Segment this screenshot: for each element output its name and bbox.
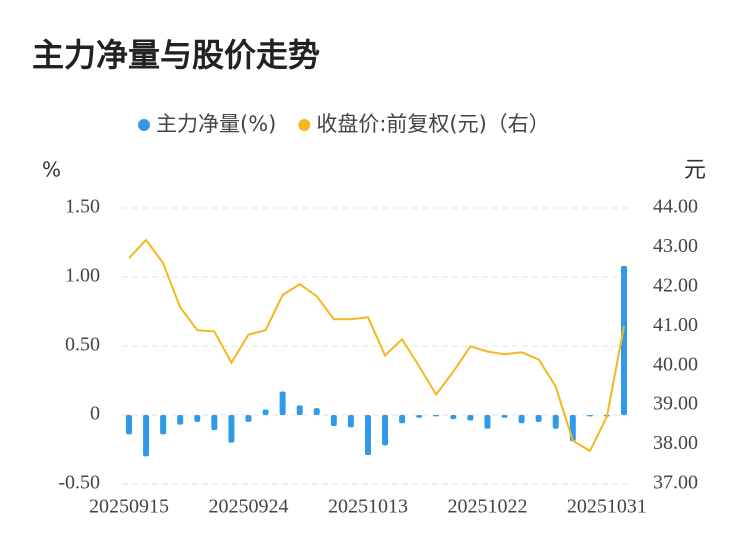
bar	[501, 415, 508, 418]
y2-tick-label: 44.00	[653, 196, 698, 218]
y2-tick-label: 43.00	[653, 235, 698, 257]
bar	[552, 415, 559, 429]
y2-tick-label: 37.00	[653, 472, 698, 494]
bar	[467, 415, 474, 421]
legend-marker	[138, 119, 150, 131]
y-tick-label: 1.50	[65, 196, 100, 218]
bar	[382, 415, 389, 446]
bar	[194, 415, 201, 422]
x-tick-label: 20251031	[567, 496, 647, 518]
y2-tick-label: 42.00	[653, 274, 698, 296]
bar	[262, 409, 269, 415]
bar	[535, 415, 542, 422]
bar	[364, 415, 371, 456]
bar	[586, 415, 593, 417]
bar	[433, 415, 440, 417]
bar	[450, 415, 457, 420]
bar	[621, 265, 627, 415]
bar	[143, 415, 150, 457]
bar	[228, 415, 235, 443]
price-line	[128, 238, 625, 453]
bar	[347, 415, 354, 428]
bar	[211, 415, 218, 431]
legend-label: 收盘价:前复权(元)（右）	[316, 112, 549, 136]
y-tick-label: 0.50	[65, 334, 100, 356]
y2-tick-label: 40.00	[653, 353, 698, 375]
bar	[279, 391, 286, 415]
x-tick-label: 20250915	[89, 496, 169, 518]
bar	[245, 415, 252, 422]
bar	[330, 415, 337, 427]
bar	[518, 415, 525, 424]
bar	[399, 415, 406, 424]
y-tick-label: 0	[90, 403, 100, 425]
y2-tick-label: 39.00	[653, 393, 698, 415]
bar	[126, 415, 132, 435]
chart-title: 主力净量与股价走势	[32, 36, 320, 74]
legend-label: 主力净量(%)	[156, 112, 276, 136]
y-tick-label: -0.50	[58, 472, 100, 494]
y2-tick-label: 38.00	[653, 432, 698, 454]
bar	[296, 405, 303, 415]
x-tick-label: 20251022	[447, 496, 527, 518]
legend-marker	[298, 119, 311, 131]
bar	[177, 415, 184, 425]
y2-tick-label: 41.00	[653, 314, 698, 336]
bar	[416, 415, 423, 418]
bar	[484, 415, 491, 429]
y2-axis-unit: 元	[684, 158, 706, 183]
y-tick-label: 1.00	[65, 265, 100, 287]
bar	[313, 408, 320, 415]
y-axis-unit: %	[42, 158, 61, 182]
x-tick-label: 20250924	[208, 496, 288, 518]
bar	[160, 415, 167, 435]
x-tick-label: 20251013	[328, 496, 408, 518]
